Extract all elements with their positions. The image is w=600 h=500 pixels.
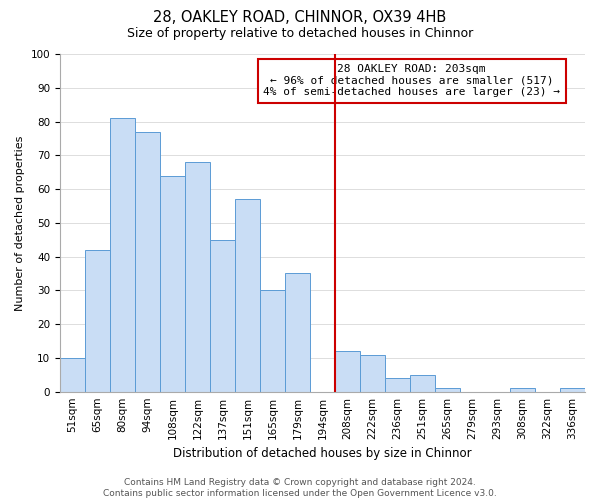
Bar (135, 132, 160, 392)
Text: Size of property relative to detached houses in Chinnor: Size of property relative to detached ho… (127, 28, 473, 40)
Bar (235, 199, 260, 392)
Bar (385, 378, 410, 392)
Bar (185, 162, 210, 392)
Bar (285, 274, 310, 392)
Bar (360, 354, 385, 392)
Bar (85, 250, 110, 392)
Text: Contains HM Land Registry data © Crown copyright and database right 2024.
Contai: Contains HM Land Registry data © Crown c… (103, 478, 497, 498)
Bar (435, 388, 460, 392)
Bar (335, 351, 360, 392)
Bar (410, 375, 435, 392)
Bar (60, 358, 85, 392)
Y-axis label: Number of detached properties: Number of detached properties (15, 135, 25, 310)
Bar (260, 290, 285, 392)
Bar (510, 388, 535, 392)
X-axis label: Distribution of detached houses by size in Chinnor: Distribution of detached houses by size … (173, 447, 472, 460)
Bar (560, 388, 585, 392)
Text: 28 OAKLEY ROAD: 203sqm
← 96% of detached houses are smaller (517)
4% of semi-det: 28 OAKLEY ROAD: 203sqm ← 96% of detached… (263, 64, 560, 98)
Bar (110, 118, 135, 392)
Bar (210, 240, 235, 392)
Bar (160, 176, 185, 392)
Text: 28, OAKLEY ROAD, CHINNOR, OX39 4HB: 28, OAKLEY ROAD, CHINNOR, OX39 4HB (154, 10, 446, 25)
